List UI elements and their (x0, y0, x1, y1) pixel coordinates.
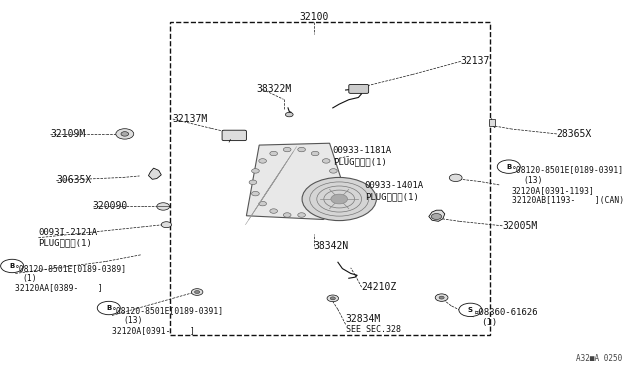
Text: 32834M: 32834M (346, 314, 381, 324)
Text: 24210Z: 24210Z (362, 282, 397, 292)
Circle shape (330, 192, 337, 196)
Text: PLUGプラグ(1): PLUGプラグ(1) (365, 192, 419, 201)
Text: 00933-1401A: 00933-1401A (365, 182, 424, 190)
Text: (13): (13) (124, 316, 143, 325)
Text: 32005M: 32005M (502, 221, 538, 231)
Polygon shape (429, 210, 445, 221)
Text: 32109M: 32109M (50, 129, 85, 139)
Circle shape (259, 159, 266, 163)
Circle shape (330, 297, 335, 300)
Text: 00933-1181A: 00933-1181A (333, 146, 392, 155)
FancyBboxPatch shape (222, 130, 246, 141)
Text: 32120A[0391-1193]: 32120A[0391-1193] (512, 186, 595, 195)
Circle shape (1, 259, 24, 273)
Circle shape (332, 180, 340, 185)
Circle shape (116, 129, 134, 139)
Circle shape (436, 294, 447, 301)
Text: B: B (506, 164, 511, 170)
Circle shape (252, 169, 259, 173)
Text: B: B (106, 305, 111, 311)
Circle shape (157, 203, 170, 210)
Circle shape (191, 289, 203, 295)
Text: 30635X: 30635X (56, 176, 92, 185)
Polygon shape (246, 143, 349, 219)
Circle shape (331, 194, 348, 204)
Text: 320090: 320090 (93, 202, 128, 211)
Circle shape (270, 209, 278, 213)
FancyBboxPatch shape (349, 84, 369, 93)
Text: A32■A 0250: A32■A 0250 (576, 354, 622, 363)
Text: (1): (1) (22, 274, 37, 283)
Circle shape (311, 209, 319, 213)
Circle shape (195, 291, 200, 294)
Text: °08120-8501E[0189-0391]: °08120-8501E[0189-0391] (512, 165, 624, 174)
Circle shape (249, 180, 257, 185)
Circle shape (497, 160, 520, 173)
Circle shape (161, 222, 172, 228)
Text: °08120-8501E[0189-0389]: °08120-8501E[0189-0389] (15, 264, 127, 273)
Text: 28365X: 28365X (557, 129, 592, 139)
Circle shape (323, 201, 330, 206)
Circle shape (252, 192, 259, 196)
Circle shape (439, 296, 444, 299)
Text: ¤08360-61626: ¤08360-61626 (474, 308, 538, 317)
Circle shape (459, 303, 482, 317)
Text: 32120AA[0389-    ]: 32120AA[0389- ] (15, 283, 103, 292)
Circle shape (302, 177, 376, 221)
Circle shape (431, 214, 442, 219)
Text: 32120AB[1193-    ](CAN): 32120AB[1193- ](CAN) (512, 196, 624, 205)
Circle shape (449, 174, 462, 182)
Text: (1): (1) (481, 318, 497, 327)
Text: PLUGプラグ(1): PLUGプラグ(1) (38, 238, 92, 247)
Polygon shape (148, 168, 161, 179)
Text: B: B (10, 263, 15, 269)
Bar (489, 119, 495, 126)
Circle shape (284, 213, 291, 217)
Circle shape (121, 132, 129, 136)
Circle shape (284, 147, 291, 152)
Text: 32137: 32137 (461, 57, 490, 66)
Text: 32120A[0391-    ]: 32120A[0391- ] (112, 326, 195, 335)
Circle shape (330, 169, 337, 173)
Text: S: S (468, 307, 473, 313)
Text: (13): (13) (524, 176, 543, 185)
Text: 38322M: 38322M (256, 84, 291, 94)
Circle shape (97, 301, 120, 315)
Circle shape (298, 213, 305, 217)
Bar (170, 22, 490, 335)
Circle shape (327, 295, 339, 302)
Circle shape (435, 294, 448, 301)
Text: 32100: 32100 (299, 12, 328, 22)
Circle shape (298, 147, 305, 152)
Text: PLUGプラグ(1): PLUGプラグ(1) (333, 157, 387, 166)
Circle shape (323, 159, 330, 163)
Text: 38342N: 38342N (314, 241, 349, 250)
Text: 0093I-2121A: 0093I-2121A (38, 228, 97, 237)
Circle shape (270, 151, 278, 156)
Text: °08120-8501E[0189-0391]: °08120-8501E[0189-0391] (112, 306, 224, 315)
Text: SEE SEC.328: SEE SEC.328 (346, 325, 401, 334)
Circle shape (259, 201, 266, 206)
Circle shape (311, 151, 319, 156)
Circle shape (285, 112, 293, 117)
Text: 32137M: 32137M (173, 114, 208, 124)
